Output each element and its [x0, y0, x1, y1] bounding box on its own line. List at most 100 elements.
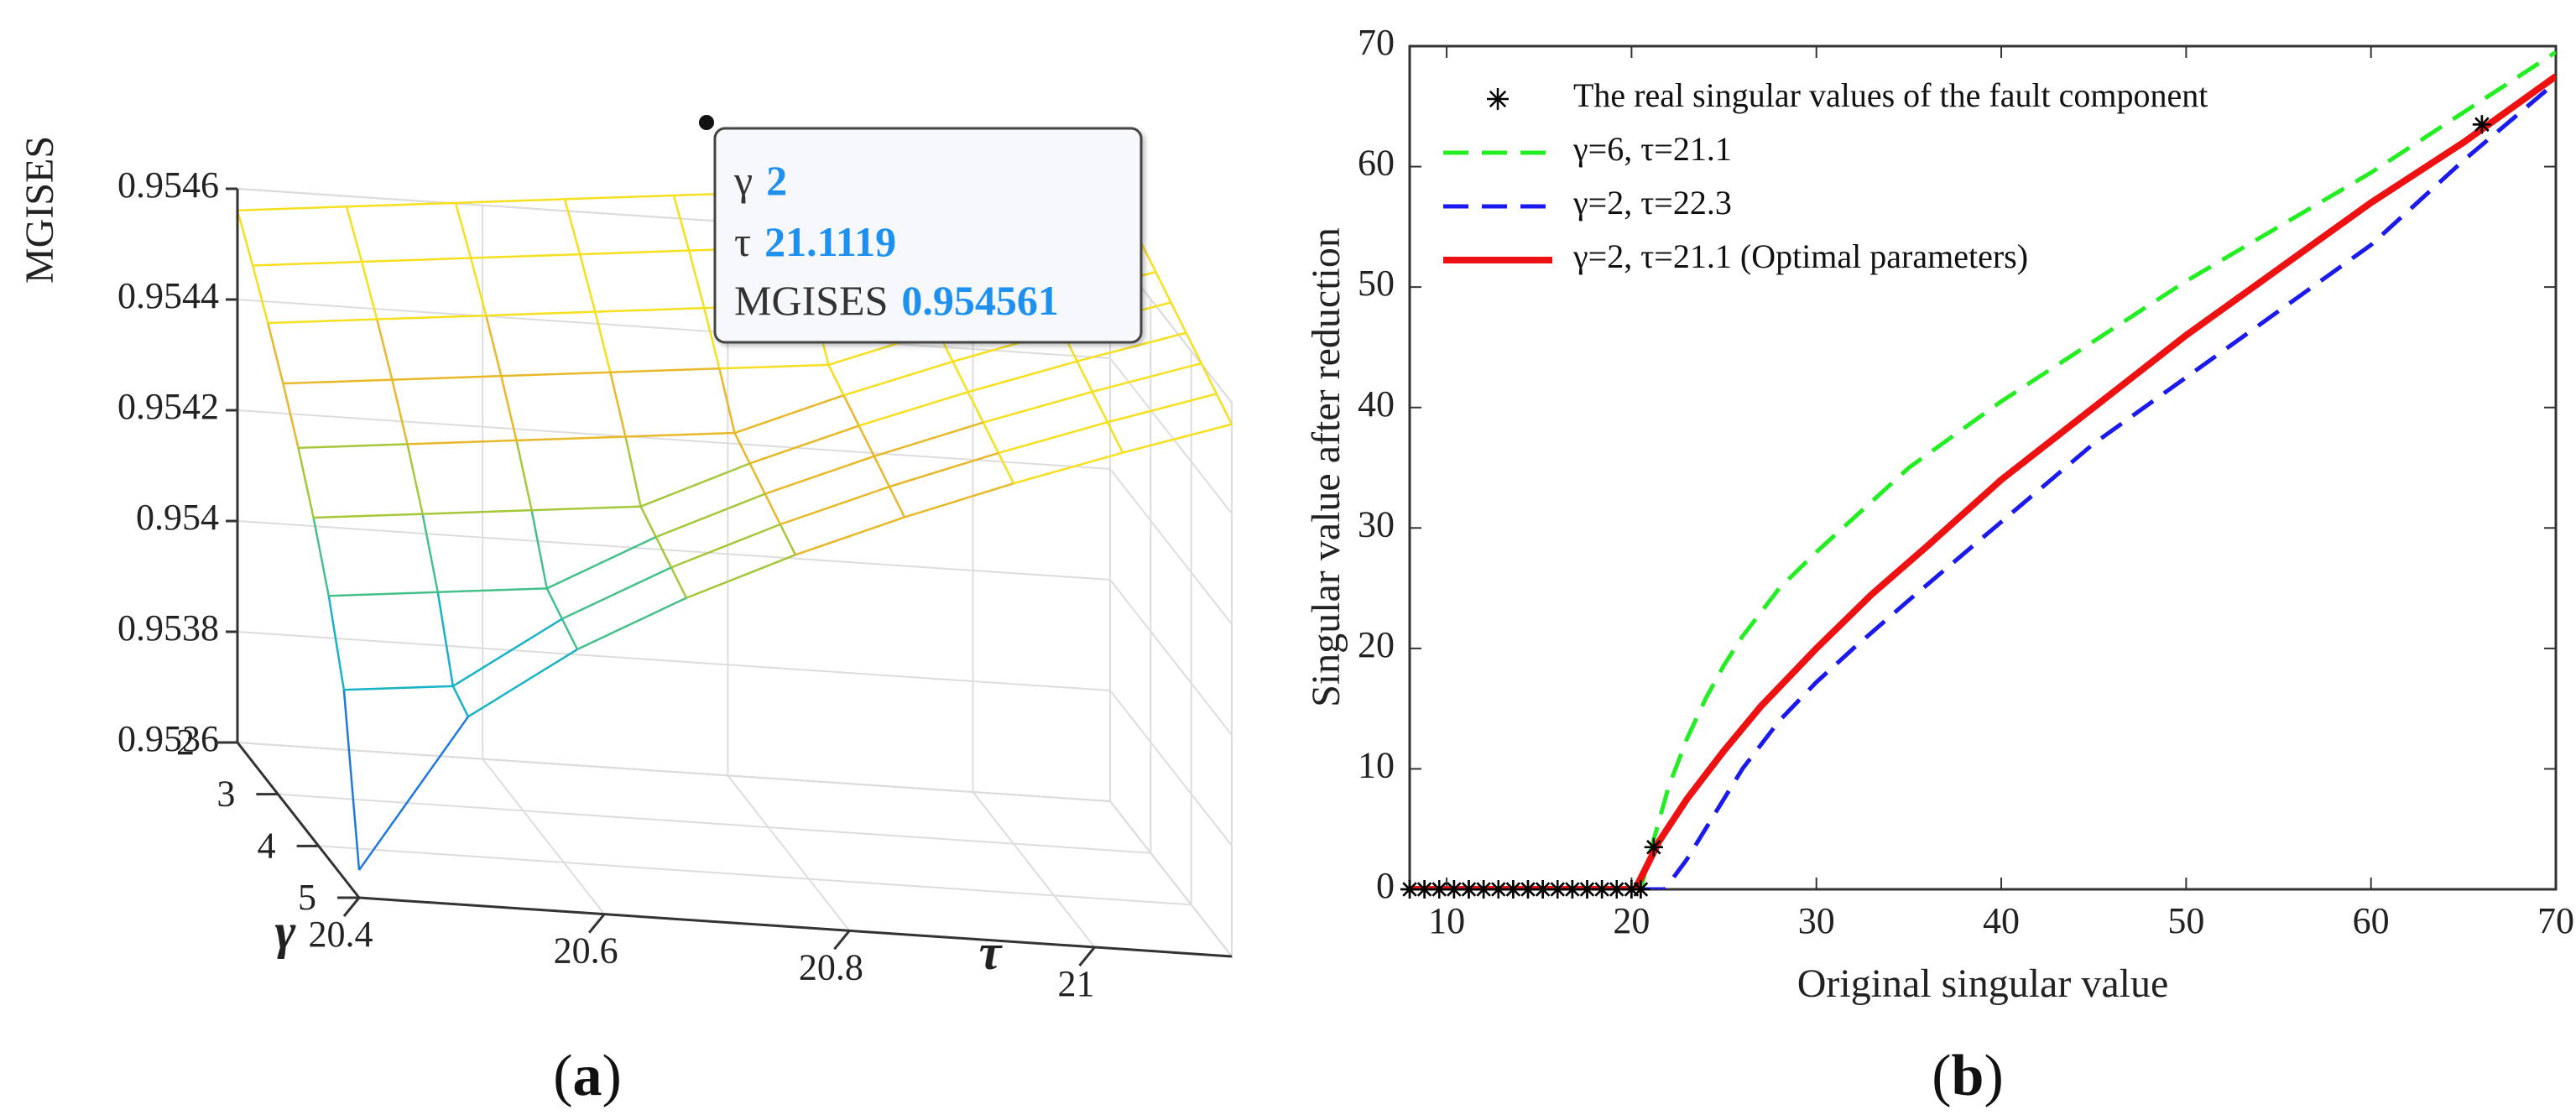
- data-point-fault-component-top: [1631, 880, 1650, 899]
- surface-mesh-line: [858, 425, 875, 457]
- surface-mesh-line: [1092, 362, 1202, 393]
- surface-mesh-line: [610, 367, 720, 373]
- surface-mesh-line: [312, 517, 330, 597]
- z-axis-label: MGISES: [18, 136, 62, 284]
- surface-mesh-line: [392, 374, 502, 381]
- line-chart-series: [1400, 50, 2556, 899]
- surface-mesh-line: [1170, 301, 1187, 334]
- surface-mesh-line: [998, 421, 1108, 455]
- grid-z-side: [1109, 800, 1233, 957]
- legend-item-0[interactable]: The real singular values of the fault co…: [1487, 76, 2208, 114]
- surface-mesh-line: [624, 436, 642, 507]
- surface-mesh-line: [655, 492, 766, 539]
- surface-mesh-line: [1091, 391, 1108, 423]
- legend-item-1[interactable]: γ=6, τ=21.1: [1443, 130, 1732, 168]
- x-tick-label: 60: [2353, 900, 2390, 941]
- legend-label: The real singular values of the fault co…: [1573, 76, 2208, 114]
- surface-mesh-line: [718, 367, 736, 434]
- surface-mesh-line: [733, 432, 751, 464]
- x-tick-label: 50: [2167, 900, 2204, 941]
- panel-letter-a: a: [573, 1044, 602, 1108]
- legend-label: γ=2, τ=21.1 (Optimal parameters): [1572, 237, 2028, 275]
- surface-mesh-line: [452, 617, 563, 687]
- y-tick-label: 20: [1358, 624, 1395, 665]
- z-tick-label: 0.9536: [117, 718, 219, 759]
- panel-label-a: (a): [553, 1044, 622, 1108]
- gamma-tick-label: 3: [216, 774, 235, 815]
- z-tick-label: 0.954: [136, 497, 219, 538]
- surface-mesh-line: [377, 314, 487, 320]
- surface-mesh-line: [345, 206, 363, 263]
- series-line-1: [1410, 50, 2556, 889]
- tau-tick-label: 20.4: [309, 914, 373, 955]
- grid-z-back: [237, 520, 1111, 581]
- x-tick-label: 40: [1983, 900, 2020, 941]
- surface-mesh: [236, 179, 1233, 871]
- z-tick-label: 0.9544: [117, 275, 219, 316]
- surface-mesh-line: [346, 201, 456, 208]
- surface-mesh-line: [576, 597, 687, 651]
- plot-area: [1408, 44, 2558, 891]
- surface-mesh-line: [515, 440, 533, 511]
- surface-mesh-line: [904, 482, 1014, 518]
- surface-mesh-line: [407, 439, 517, 445]
- surface-mesh-line: [764, 455, 875, 495]
- z-tick-label: 0.9538: [117, 607, 219, 649]
- grid-gamma-floor: [237, 742, 1111, 802]
- datatip-row-tau: τ 21.1119: [734, 218, 896, 265]
- surface-mesh-line: [501, 371, 611, 378]
- surface-tick-labels: 0.9546 0.9544 0.9542 0.954 0.9538 0.9536 20.4 2…: [117, 164, 1233, 1004]
- surface-mesh-line: [236, 210, 254, 266]
- tau-tick-mark: [342, 897, 361, 917]
- surface-mesh-line: [842, 394, 860, 427]
- surface-mesh-line: [342, 690, 361, 871]
- datatip-box[interactable]: [713, 127, 1143, 344]
- legend-item-3[interactable]: γ=2, τ=21.1 (Optimal parameters): [1443, 237, 2028, 275]
- surface-mesh-line: [967, 391, 984, 424]
- panel-letter-b: b: [1952, 1044, 1984, 1108]
- surface-mesh-line: [1185, 332, 1202, 364]
- surface-mesh-line: [982, 422, 999, 454]
- surface-mesh-line: [997, 452, 1015, 484]
- tau-tick-label: 21: [1058, 963, 1095, 1004]
- surface-mesh-line: [1155, 271, 1172, 303]
- surface-mesh-line: [780, 485, 890, 526]
- y-axis-label-gamma: γ: [275, 904, 296, 959]
- surface-mesh-line: [564, 194, 675, 201]
- surface-mesh-line: [703, 307, 721, 369]
- surface-mesh-line: [437, 587, 547, 594]
- surface-mesh-line: [749, 425, 860, 465]
- grid-z-side: [1109, 468, 1233, 625]
- surface-mesh-line: [1076, 361, 1093, 393]
- datatip-gamma-value: 2: [766, 157, 787, 204]
- data-point-fault-component-top: [1459, 880, 1478, 899]
- surface-mesh-line: [719, 363, 829, 370]
- surface-mesh-line: [1215, 393, 1233, 425]
- grid-gamma-floor: [278, 793, 1151, 854]
- surface-mesh-line: [734, 393, 844, 435]
- legend-item-2[interactable]: γ=2, τ=22.3: [1443, 184, 1732, 221]
- grid-z-back: [237, 299, 1111, 359]
- datatip-mgises-value: 0.954561: [901, 277, 1059, 324]
- surface-mesh-line: [406, 444, 424, 514]
- surface-mesh-line: [327, 596, 346, 690]
- z-tick-label: 0.9542: [117, 386, 219, 427]
- surface-mesh-line: [516, 435, 626, 442]
- surface-mesh-line: [686, 554, 796, 599]
- surface-mesh-line: [343, 685, 453, 691]
- legend-label: γ=2, τ=22.3: [1572, 184, 1732, 221]
- y-tick-label: 10: [1358, 745, 1395, 786]
- surface-mesh-line: [654, 536, 672, 568]
- surface-mesh-line: [795, 516, 905, 556]
- x-tick-label: 70: [2537, 900, 2574, 941]
- y-tick-label: 70: [1358, 22, 1395, 63]
- grid-gamma-floor: [318, 845, 1192, 906]
- legend-label: γ=6, τ=21.1: [1572, 130, 1732, 168]
- y-tick-label: 50: [1358, 263, 1395, 304]
- gamma-tick-label: 4: [258, 825, 276, 866]
- datatip-gamma-key: γ: [733, 157, 753, 204]
- surface-mesh-line: [561, 618, 579, 650]
- grid-tau-floor: [972, 791, 1096, 948]
- surface-mesh-line: [594, 311, 612, 373]
- grid-z-back: [237, 631, 1111, 691]
